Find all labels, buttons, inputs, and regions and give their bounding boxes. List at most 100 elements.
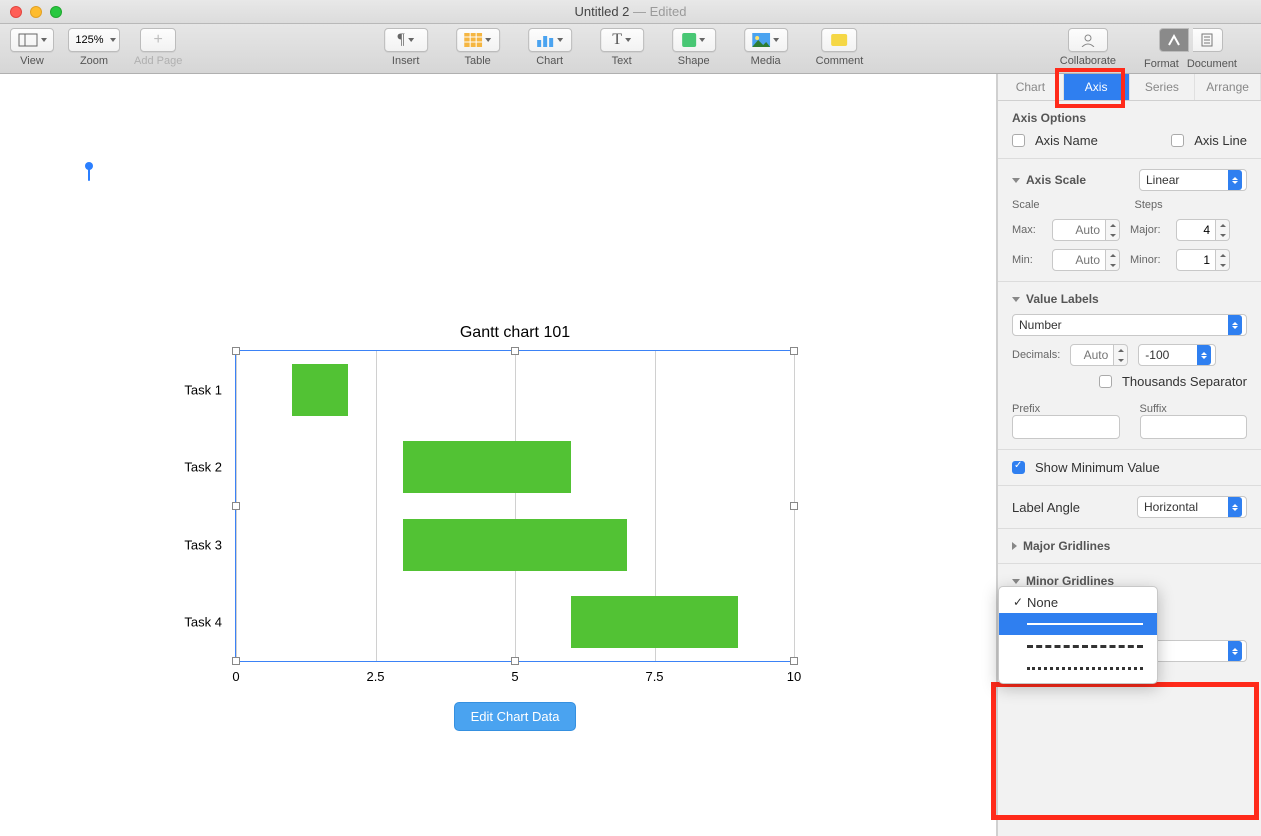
disclosure-triangle-icon[interactable] bbox=[1012, 542, 1017, 550]
document-canvas[interactable]: Gantt chart 101 02.557.510Task 1Task 2Ta… bbox=[0, 74, 997, 836]
add-page-button[interactable]: + bbox=[140, 28, 176, 52]
resize-handle-se[interactable] bbox=[790, 657, 798, 665]
max-field[interactable] bbox=[1052, 219, 1120, 241]
collaborate-button[interactable] bbox=[1068, 28, 1108, 52]
annotation-highlight-minor-gridlines bbox=[991, 682, 1259, 820]
toolbar-comment-label: Comment bbox=[816, 55, 864, 67]
window-title: Untitled 2 — Edited bbox=[0, 4, 1261, 19]
disclosure-triangle-icon[interactable] bbox=[1012, 297, 1020, 302]
thousands-checkbox[interactable] bbox=[1099, 375, 1112, 388]
steps-col-label: Steps bbox=[1135, 199, 1248, 211]
select-arrow-icon bbox=[1228, 315, 1242, 335]
major-gridlines-section[interactable]: Major Gridlines bbox=[998, 529, 1261, 564]
chart-selection-box[interactable]: 02.557.510Task 1Task 2Task 3Task 4 bbox=[235, 350, 795, 662]
disclosure-triangle-icon[interactable] bbox=[1012, 579, 1020, 584]
minor-gridlines-dropdown[interactable]: ✓None bbox=[998, 586, 1158, 684]
chart-gridline bbox=[515, 351, 516, 661]
thousands-label: Thousands Separator bbox=[1122, 374, 1247, 389]
resize-handle-sw[interactable] bbox=[232, 657, 240, 665]
chart-y-label: Task 2 bbox=[184, 460, 222, 475]
media-menu-button[interactable] bbox=[744, 28, 788, 52]
zoom-dropdown[interactable]: 125% bbox=[68, 28, 120, 52]
chart-menu-button[interactable] bbox=[528, 28, 572, 52]
value-format-select[interactable]: Number bbox=[1012, 314, 1247, 336]
toolbar-zoom-label: Zoom bbox=[80, 55, 108, 67]
chart-bar[interactable] bbox=[403, 519, 626, 571]
select-arrow-icon bbox=[1228, 497, 1242, 517]
chart-bar[interactable] bbox=[292, 364, 348, 416]
select-arrow-icon bbox=[1228, 641, 1242, 661]
prefix-field[interactable] bbox=[1012, 415, 1120, 439]
axis-name-label: Axis Name bbox=[1035, 133, 1098, 148]
resize-handle-ne[interactable] bbox=[790, 347, 798, 355]
major-field[interactable] bbox=[1176, 219, 1230, 241]
insert-menu-button[interactable]: ¶ bbox=[384, 28, 428, 52]
line-dashed-icon bbox=[1027, 645, 1143, 648]
decimals-field[interactable] bbox=[1070, 344, 1128, 366]
axis-line-checkbox[interactable] bbox=[1171, 134, 1184, 147]
suffix-label: Suffix bbox=[1140, 403, 1248, 415]
gridline-option-dotted[interactable] bbox=[999, 657, 1157, 679]
chart-y-label: Task 1 bbox=[184, 382, 222, 397]
decimals-label: Decimals: bbox=[1012, 349, 1060, 361]
axis-options-header: Axis Options bbox=[1012, 111, 1247, 125]
format-tab-button[interactable] bbox=[1159, 28, 1189, 52]
toolbar: View 125% Zoom + Add Page ¶ Insert Table bbox=[0, 24, 1261, 74]
chart-gridline bbox=[376, 351, 377, 661]
axis-scale-type-select[interactable]: Linear bbox=[1139, 169, 1247, 191]
axis-name-checkbox[interactable] bbox=[1012, 134, 1025, 147]
axis-options-section: Axis Options Axis Name Axis Line bbox=[998, 101, 1261, 159]
min-field[interactable] bbox=[1052, 249, 1120, 271]
comment-button[interactable] bbox=[822, 28, 858, 52]
inspector-tabs: Chart Axis Series Arrange bbox=[998, 74, 1261, 101]
gridline-option-none[interactable]: ✓None bbox=[999, 591, 1157, 613]
chart-x-tick-label: 2.5 bbox=[366, 669, 384, 684]
major-label: Major: bbox=[1130, 224, 1166, 236]
comment-icon bbox=[832, 34, 848, 46]
show-min-checkbox[interactable] bbox=[1012, 461, 1025, 474]
view-menu-button[interactable] bbox=[10, 28, 54, 52]
show-min-label: Show Minimum Value bbox=[1035, 460, 1160, 475]
chart-y-label: Task 4 bbox=[184, 615, 222, 630]
document-tab-button[interactable] bbox=[1193, 28, 1223, 52]
gantt-chart[interactable]: Gantt chart 101 02.557.510Task 1Task 2Ta… bbox=[235, 324, 795, 731]
resize-handle-s[interactable] bbox=[511, 657, 519, 665]
resize-handle-n[interactable] bbox=[511, 347, 519, 355]
plus-icon: + bbox=[153, 31, 162, 49]
suffix-field[interactable] bbox=[1140, 415, 1248, 439]
chart-x-tick-label: 5 bbox=[511, 669, 518, 684]
document-icon bbox=[1201, 33, 1213, 47]
major-gridlines-header: Major Gridlines bbox=[1023, 539, 1110, 553]
tab-axis[interactable]: Axis bbox=[1064, 74, 1130, 100]
toolbar-table-label: Table bbox=[465, 55, 491, 67]
cursor-marker bbox=[88, 167, 90, 181]
gridline-option-solid[interactable] bbox=[999, 613, 1157, 635]
label-angle-select[interactable]: Horizontal bbox=[1137, 496, 1247, 518]
resize-handle-nw[interactable] bbox=[232, 347, 240, 355]
chart-bar[interactable] bbox=[403, 441, 570, 493]
resize-handle-w[interactable] bbox=[232, 502, 240, 510]
table-menu-button[interactable] bbox=[456, 28, 500, 52]
select-arrow-icon bbox=[1228, 170, 1242, 190]
toolbar-media-label: Media bbox=[751, 55, 781, 67]
text-menu-button[interactable]: T bbox=[600, 28, 644, 52]
minor-field[interactable] bbox=[1176, 249, 1230, 271]
decimals-mult-select[interactable]: -100 bbox=[1138, 344, 1216, 366]
scale-col-label: Scale bbox=[1012, 199, 1125, 211]
line-dotted-icon bbox=[1027, 667, 1143, 670]
chart-bar[interactable] bbox=[571, 596, 738, 648]
tab-arrange[interactable]: Arrange bbox=[1195, 74, 1261, 100]
tab-series[interactable]: Series bbox=[1130, 74, 1196, 100]
tab-chart[interactable]: Chart bbox=[998, 74, 1064, 100]
gridline-option-dashed[interactable] bbox=[999, 635, 1157, 657]
resize-handle-e[interactable] bbox=[790, 502, 798, 510]
edit-chart-data-button[interactable]: Edit Chart Data bbox=[454, 702, 577, 731]
shape-menu-button[interactable] bbox=[672, 28, 716, 52]
shape-icon bbox=[682, 33, 696, 47]
toolbar-document-label: Document bbox=[1187, 58, 1237, 70]
toolbar-text-label: Text bbox=[612, 55, 632, 67]
chart-x-tick-label: 7.5 bbox=[645, 669, 663, 684]
disclosure-triangle-icon[interactable] bbox=[1012, 178, 1020, 183]
minor-label: Minor: bbox=[1130, 254, 1166, 266]
axis-line-label: Axis Line bbox=[1194, 133, 1247, 148]
